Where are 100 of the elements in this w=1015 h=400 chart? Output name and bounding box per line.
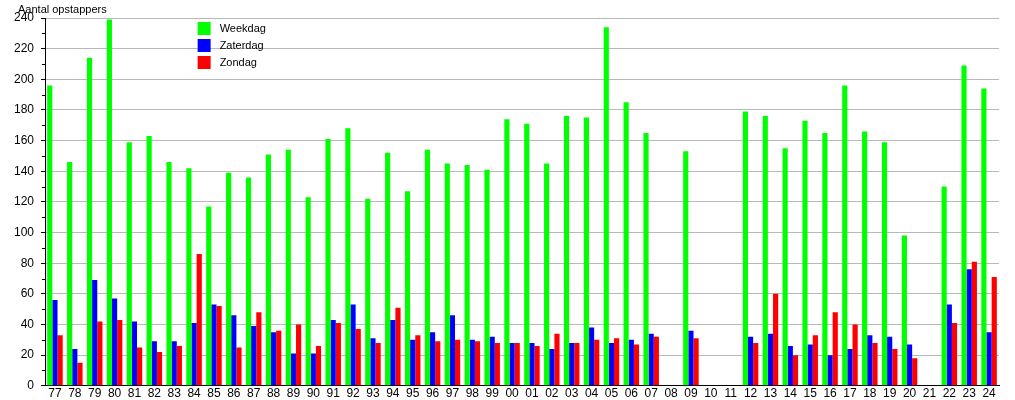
x-tick-label: 11 <box>724 386 738 400</box>
bar <box>906 344 913 386</box>
bar <box>385 152 391 386</box>
bar <box>842 85 848 386</box>
bar <box>554 333 560 386</box>
bar <box>892 349 898 386</box>
x-tick-label: 04 <box>584 386 599 400</box>
bar <box>86 57 93 386</box>
bar <box>395 307 401 386</box>
x-tick-label: 14 <box>783 386 798 400</box>
bar <box>276 330 282 386</box>
bar <box>792 355 799 386</box>
bar <box>375 342 381 386</box>
bar <box>524 123 530 386</box>
x-tick-label: 94 <box>386 386 400 400</box>
bar <box>489 336 495 386</box>
bar <box>77 362 83 386</box>
bar <box>106 19 112 386</box>
bar <box>563 116 570 386</box>
y-tick-label: 20 <box>20 347 35 362</box>
y-tick-label: 80 <box>20 255 35 270</box>
bar <box>941 186 947 386</box>
bar <box>802 120 808 386</box>
bar <box>350 304 356 386</box>
bar <box>603 27 609 386</box>
bar <box>872 342 878 386</box>
bar <box>862 131 868 386</box>
bar <box>111 298 118 386</box>
bar <box>146 136 152 386</box>
bar <box>773 293 779 386</box>
bar <box>216 306 222 386</box>
bar <box>648 333 654 386</box>
bar <box>429 332 436 386</box>
bar <box>583 117 589 386</box>
bar <box>832 312 838 386</box>
bar <box>594 339 600 386</box>
bar <box>435 341 441 386</box>
x-tick-label: 90 <box>306 386 321 400</box>
bar <box>126 142 132 386</box>
x-tick-label: 08 <box>664 386 679 400</box>
bar <box>455 339 461 386</box>
bar <box>767 333 774 386</box>
bar <box>464 165 470 386</box>
x-tick-label: 07 <box>644 386 659 400</box>
bar <box>484 169 490 386</box>
bar <box>305 197 311 386</box>
bar <box>151 341 157 386</box>
y-tick-label: 40 <box>20 316 35 331</box>
bar <box>176 345 182 386</box>
x-tick-label: 83 <box>167 386 182 400</box>
x-tick-label: 19 <box>883 386 897 400</box>
bar <box>137 347 143 386</box>
bar <box>762 116 768 386</box>
bar <box>688 330 694 386</box>
bar <box>270 332 277 386</box>
bar <box>986 332 992 386</box>
bar <box>753 342 759 386</box>
bar <box>211 304 217 386</box>
bar <box>236 347 242 386</box>
bar <box>628 339 634 386</box>
y-tick-label: 140 <box>13 163 35 178</box>
bar <box>171 341 177 386</box>
bar <box>256 312 262 386</box>
bar <box>444 163 450 386</box>
x-tick-label: 10 <box>704 386 718 400</box>
x-tick-label: 02 <box>545 386 559 400</box>
bar <box>822 132 828 386</box>
y-tick-label: 220 <box>13 40 35 55</box>
bar <box>370 338 376 386</box>
bar <box>97 321 103 386</box>
x-tick-label: 92 <box>346 386 361 400</box>
bar <box>514 342 520 386</box>
legend-label: Zondag <box>219 56 257 69</box>
bar <box>390 319 396 386</box>
bar <box>474 341 481 386</box>
bar <box>365 198 371 386</box>
bar <box>504 119 510 386</box>
bar <box>742 111 748 386</box>
bar <box>588 327 595 386</box>
bar <box>196 254 202 386</box>
bar <box>315 345 322 386</box>
bar <box>693 338 699 386</box>
x-tick-label: 00 <box>505 386 520 400</box>
bar <box>335 322 341 386</box>
bar <box>549 349 555 386</box>
legend-label: Weekdag <box>219 22 266 35</box>
bar <box>251 326 257 386</box>
x-tick-label: 21 <box>922 386 937 400</box>
x-tick-label: 81 <box>127 386 142 400</box>
y-tick-label: 120 <box>13 194 35 209</box>
x-tick-label: 84 <box>187 386 202 400</box>
bar <box>494 342 500 386</box>
bar <box>643 132 649 386</box>
bar <box>156 352 163 386</box>
bar <box>569 342 575 386</box>
x-tick-label: 20 <box>902 386 917 400</box>
x-tick-label: 80 <box>107 386 122 400</box>
bar <box>226 172 232 386</box>
bar <box>787 345 793 386</box>
x-tick-label: 78 <box>68 386 82 400</box>
